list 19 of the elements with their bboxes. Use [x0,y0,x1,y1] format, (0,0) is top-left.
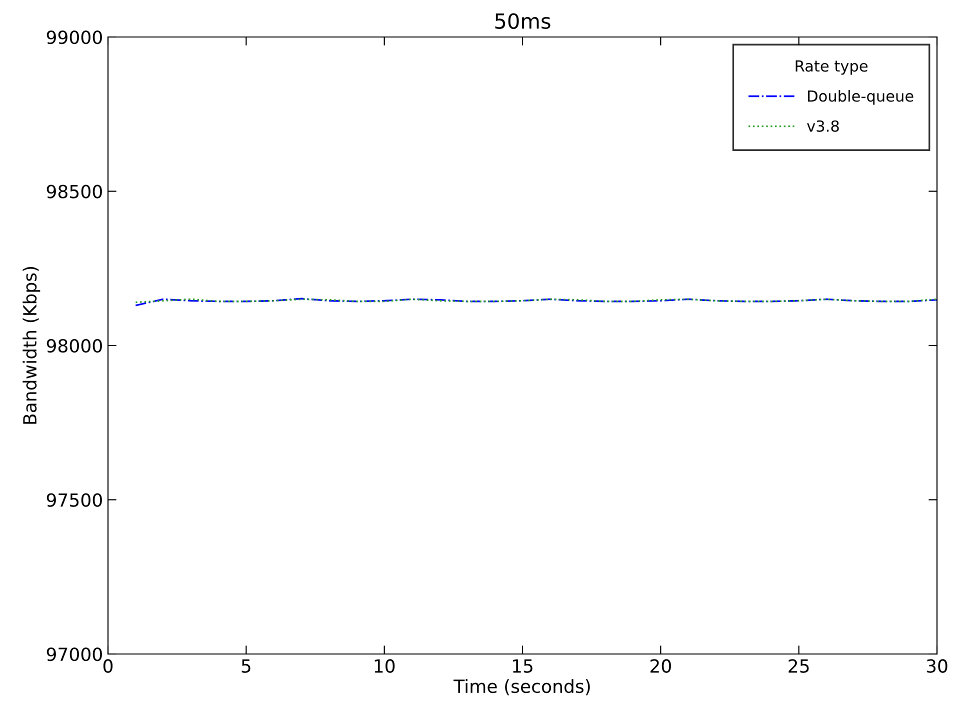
y-tick-label: 98500 [46,184,102,198]
x-tick-label: 0 [103,659,113,673]
x-tick-label: 20 [650,659,671,673]
y-tick-label: 97000 [46,647,102,662]
y-tick-label: 97500 [46,493,102,507]
x-tick-label: 30 [926,659,948,673]
x-axis-title: Time (seconds) [454,679,590,696]
line-series [134,298,937,306]
legend-label: v3.8 [807,120,839,132]
chart-title: 50ms [495,13,550,29]
y-axis-title: Bandwidth (Kbps) [22,266,40,424]
legend-label: Double-queue [808,90,914,105]
x-tick-label: 10 [374,659,395,673]
x-tick-label: 25 [788,659,809,673]
y-tick-label: 99000 [46,30,102,44]
x-tick-label: 5 [242,659,250,673]
y-tick-label: 98000 [46,338,102,353]
x-tick-label: 15 [512,659,532,673]
legend-title: Rate type [796,60,868,75]
